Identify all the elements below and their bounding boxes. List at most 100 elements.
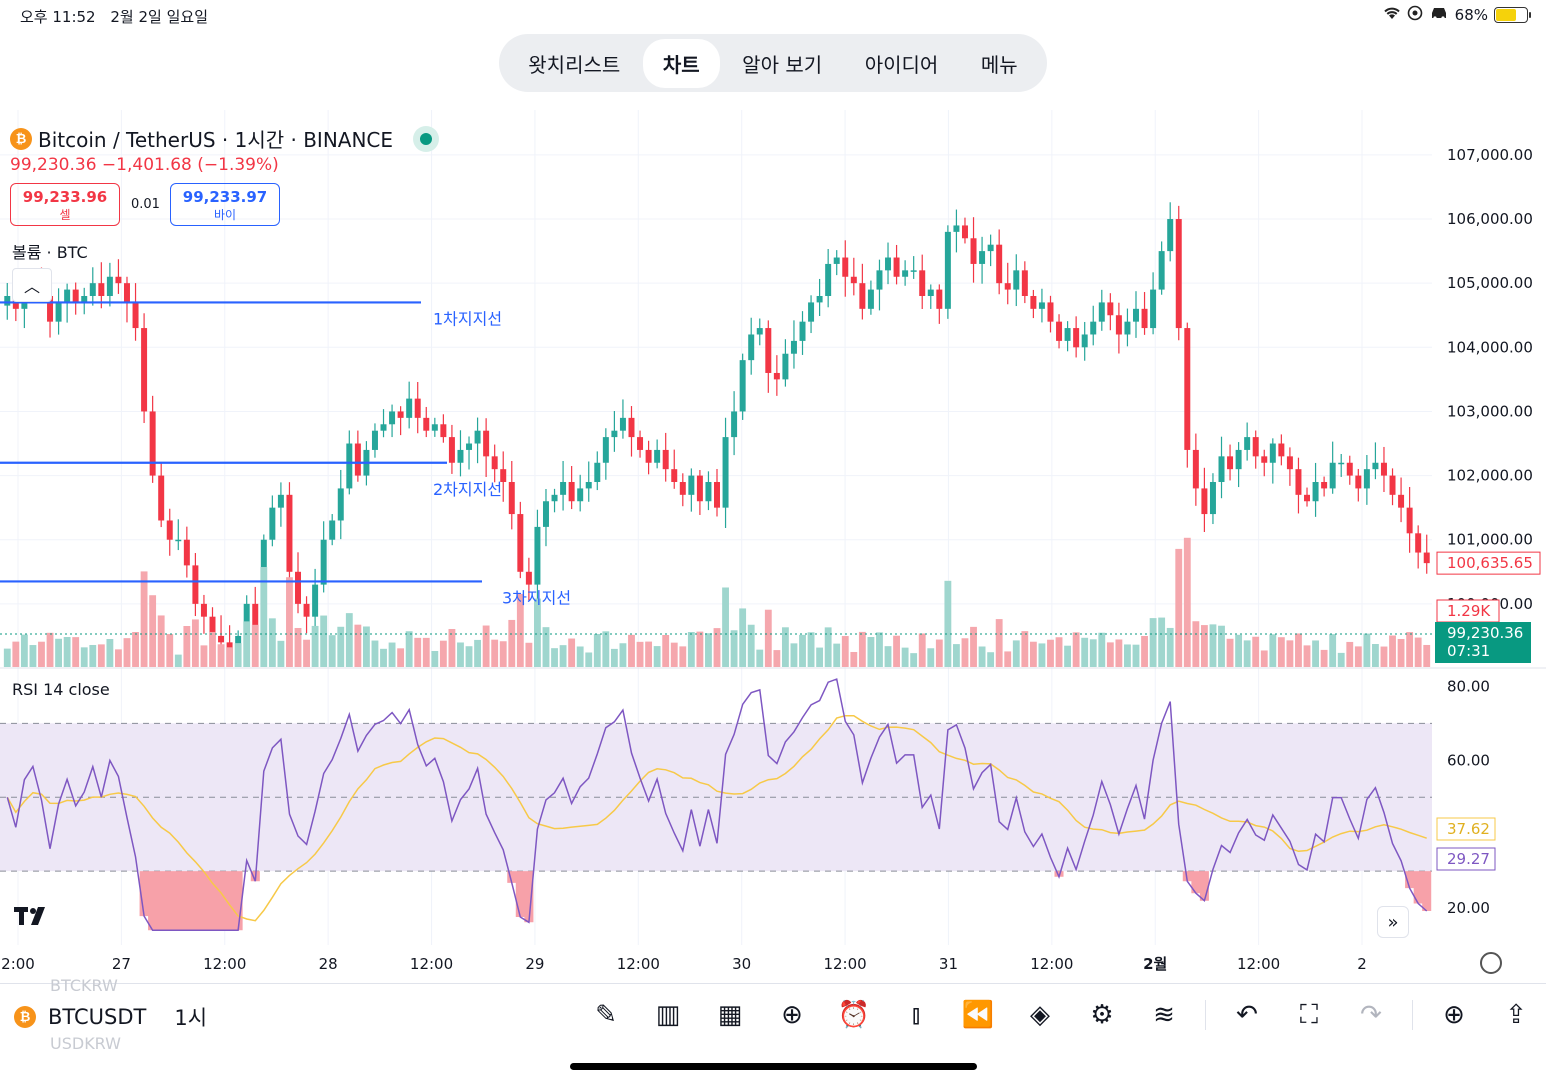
drawing-tools-icon[interactable]: ✎ [595, 1000, 617, 1030]
symbol-header[interactable]: ₿ Bitcoin / TetherUS · 1시간 · BINANCE [10, 124, 440, 153]
candle-body [1064, 328, 1071, 341]
volume-bar [1252, 636, 1260, 667]
volume-bar [610, 648, 618, 667]
volume-tag-text: 1.29K [1447, 602, 1491, 620]
volume-bar [183, 626, 191, 667]
tab-ideas[interactable]: 아이디어 [864, 52, 939, 77]
candle-body [312, 584, 319, 617]
volume-bar [585, 652, 593, 667]
settings-sliders-icon[interactable]: ⚙ [1090, 1000, 1114, 1030]
tradingview-logo[interactable] [14, 904, 54, 934]
candle-body [1244, 437, 1251, 450]
volume-bar [1072, 632, 1080, 667]
time-axis-label: 27 [112, 955, 131, 973]
candle-type-icon[interactable]: ⫾ [911, 999, 921, 1030]
symbol-picker[interactable]: ₿ BTCUSDT 1시 [14, 1002, 207, 1032]
candle-body [893, 257, 900, 277]
layers-icon[interactable]: ◈ [1030, 1000, 1050, 1030]
volume-bar [1098, 632, 1106, 667]
time-axis-label: 12:00 [410, 955, 453, 973]
candle-body [662, 449, 669, 470]
candle-body [192, 565, 199, 604]
volume-bar [414, 637, 422, 667]
interval-button[interactable]: 1시 [174, 1006, 208, 1030]
share-icon[interactable]: ⇪ [1505, 1000, 1527, 1030]
undo-icon[interactable]: ↶ [1236, 1000, 1258, 1030]
scroll-to-latest-button[interactable]: » [1377, 906, 1409, 938]
candle-body [115, 276, 122, 284]
redo-icon[interactable]: ↷ [1360, 1000, 1382, 1030]
candle-body [1073, 328, 1080, 348]
candle-body [303, 603, 310, 617]
volume-bar [1269, 634, 1277, 667]
time-axis-label: 29 [525, 955, 544, 973]
indicators-icon[interactable]: ▥ [655, 1000, 681, 1030]
candle-body [226, 642, 233, 649]
rsi-axis-label: 80.00 [1447, 677, 1490, 695]
chart-settings-icon[interactable] [1480, 952, 1502, 974]
candle-body [816, 296, 823, 303]
candle-body [1235, 449, 1242, 470]
sell-button[interactable]: 99,233.96 셀 [10, 183, 120, 226]
volume-bar [166, 634, 174, 667]
volume-bar [1218, 625, 1225, 667]
volume-bar [628, 634, 635, 667]
rsi-oversold-fill [139, 871, 1432, 931]
candle-body [346, 443, 353, 489]
candle-body [4, 296, 11, 306]
buy-button[interactable]: 99,233.97 바이 [170, 183, 280, 226]
volume-bar [268, 618, 276, 667]
volume-legend[interactable]: 볼륨 · BTC [12, 243, 88, 262]
volume-bar [602, 631, 610, 667]
candle-body [141, 328, 148, 412]
bottom-symbol-name: BTCUSDT [48, 1005, 147, 1029]
volume-bar [38, 641, 45, 667]
candle-body [765, 328, 772, 373]
compare-icon[interactable]: ≋ [1153, 1000, 1175, 1030]
volume-bar [807, 632, 815, 667]
candle-body [98, 283, 105, 296]
volume-bar [576, 646, 584, 667]
tab-chart[interactable]: 차트 [642, 38, 720, 88]
volume-bar [1004, 651, 1012, 667]
candle-body [1261, 456, 1268, 463]
volume-bar [72, 637, 80, 667]
volume-bar [174, 654, 182, 667]
car-icon [1429, 6, 1449, 24]
collapse-legend-button[interactable]: ︿ [12, 268, 52, 302]
chevron-up-icon: ︿ [23, 277, 40, 296]
volume-bar [944, 580, 952, 667]
candle-body [474, 430, 481, 444]
price-chart[interactable]: 2:00 27 12:00 28 12:00 29 12:00 30 12:00 31 12:00 2… [0, 0, 1546, 980]
volume-bar [337, 626, 345, 667]
candle-body [1227, 456, 1234, 470]
volume-bar [516, 593, 524, 667]
volume-bar [388, 642, 396, 667]
candle-body [175, 539, 182, 542]
volume-bar [482, 625, 490, 667]
tab-watchlist[interactable]: 왓치리스트 [528, 52, 621, 77]
rsi-ma-tag [1436, 817, 1496, 841]
layout-grid-icon[interactable]: ▦ [717, 1000, 743, 1030]
candle-body [1107, 302, 1114, 316]
replay-icon[interactable]: ⏪ [961, 1000, 995, 1030]
candle-body [927, 289, 934, 296]
tab-menu[interactable]: 메뉴 [980, 52, 1018, 77]
candle-body [859, 283, 866, 309]
volume-bar [1132, 644, 1140, 667]
price-axis-label: 101,000.00 [1447, 531, 1533, 549]
candle-body [1338, 462, 1345, 465]
fullscreen-icon[interactable]: ⛶ [1299, 999, 1319, 1030]
volume-bar [311, 625, 319, 667]
alert-clock-icon[interactable]: ⏰ [837, 1000, 871, 1030]
tab-explore[interactable]: 알아 보기 [742, 52, 823, 77]
add-icon[interactable]: ⊕ [781, 1000, 803, 1030]
candle-body [748, 334, 755, 361]
candle-body [55, 302, 62, 322]
volume-bar [431, 650, 439, 667]
ideas-bulb-icon[interactable]: ⊕ [1443, 1000, 1465, 1030]
candle-body [1295, 469, 1302, 495]
rsi-legend[interactable]: RSI 14 close [12, 680, 110, 699]
volume-bar [1209, 624, 1217, 667]
volume-bar [1277, 637, 1285, 667]
